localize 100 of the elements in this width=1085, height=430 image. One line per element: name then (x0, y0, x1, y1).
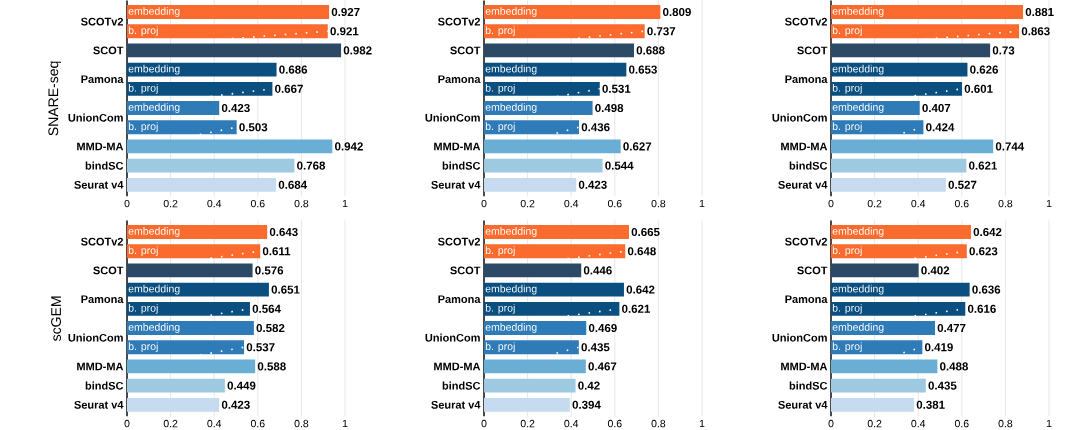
series-label: embedding (485, 7, 537, 17)
text: embedding (128, 103, 180, 113)
x-tick-label: 0.4 (207, 199, 222, 208)
data-label: 0.402 (921, 266, 950, 275)
data-label: 0.621 (969, 161, 998, 170)
data-label: 0.449 (227, 381, 256, 390)
x-tick-label: 0 (481, 199, 487, 208)
x-tick-label: 0.2 (520, 199, 535, 208)
data-label: 0.531 (602, 84, 631, 93)
x-tick-label: 0.6 (607, 419, 622, 428)
data-label: 0.588 (257, 362, 286, 371)
series-label: embedding (128, 227, 180, 237)
text: embedding (485, 284, 537, 295)
y-tick-label: UnionCom (425, 113, 480, 122)
x-tick-label: 0 (828, 199, 834, 208)
x-tick-label: 0.2 (867, 199, 882, 208)
y-tick-label: SCOT (797, 266, 828, 275)
data-label: 0.576 (255, 266, 284, 275)
bar (484, 263, 582, 278)
bar (484, 158, 603, 173)
y-tick-label: Seurat v4 (431, 180, 481, 189)
data-label: 0.809 (663, 7, 691, 17)
data-label: 0.648 (627, 247, 656, 256)
data-label: 0.467 (588, 362, 617, 371)
text: b. proj (485, 303, 515, 314)
y-tick-label: SCOT (450, 266, 481, 275)
data-label: 0.684 (278, 180, 308, 189)
x-tick-label: 0 (124, 199, 130, 208)
y-tick-label: Pamona (81, 295, 124, 304)
data-label: 0.881 (1025, 7, 1054, 17)
data-label: 0.42 (578, 381, 600, 390)
text: embedding (832, 323, 884, 333)
text: embedding (485, 103, 537, 113)
x-tick-label: 1 (342, 199, 348, 208)
x-tick-label: 0.8 (651, 419, 666, 428)
text: b. proj (128, 122, 158, 133)
data-label: 0.737 (647, 27, 676, 36)
data-label: 0.564 (252, 304, 281, 313)
y-tick-label: bindSC (442, 381, 481, 390)
y-tick-label: SCOT (93, 266, 124, 275)
data-label: 0.423 (221, 103, 250, 113)
x-tick-label: 0.2 (520, 419, 535, 428)
y-tick-label: Pamona (438, 295, 481, 304)
text: b. proj (832, 122, 862, 133)
x-tick-label: 0.4 (564, 199, 579, 208)
data-label: 0.623 (969, 247, 998, 256)
x-tick-label: 1 (699, 199, 705, 208)
y-tick-label: bindSC (85, 161, 124, 170)
y-tick-label: Pamona (785, 75, 828, 84)
y-tick-label: Pamona (81, 75, 124, 84)
text: embedding (832, 103, 884, 113)
data-label: 0.642 (973, 227, 1002, 237)
data-label: 0.621 (622, 304, 651, 313)
y-tick-label: MMD-MA (781, 362, 828, 371)
data-label: 0.73 (992, 46, 1015, 55)
x-tick-label: 0.8 (998, 199, 1013, 208)
data-label: 0.611 (262, 247, 291, 256)
data-label: 0.601 (964, 84, 993, 93)
text: b. proj (128, 342, 158, 353)
y-tick-label: Seurat v4 (431, 400, 481, 409)
text: embedding (128, 64, 180, 75)
data-label: 0.477 (937, 323, 966, 333)
data-label: 0.651 (271, 285, 300, 294)
y-axis-title: scGEM (51, 296, 62, 341)
data-label: 0.686 (279, 65, 308, 74)
data-label: 0.423 (221, 400, 250, 409)
series-label: embedding (128, 7, 180, 17)
text: embedding (485, 323, 537, 333)
data-label: 0.942 (335, 142, 363, 151)
data-label: 0.394 (572, 400, 601, 409)
bar (484, 43, 634, 58)
data-label: 0.503 (239, 123, 268, 132)
data-label: 0.488 (940, 362, 968, 371)
bar (831, 263, 919, 278)
data-label: 0.665 (631, 227, 660, 237)
y-tick-label: bindSC (789, 161, 828, 170)
text: embedding (485, 64, 537, 75)
y-tick-label: Seurat v4 (74, 400, 124, 409)
data-label: 0.527 (948, 180, 977, 189)
series-label: b. proj (832, 26, 862, 37)
y-axis-title: SNARE-seq (48, 61, 62, 136)
data-label: 0.435 (581, 343, 610, 352)
bar (831, 378, 926, 393)
series-label: b. proj (485, 26, 515, 37)
y-tick-label: Seurat v4 (74, 180, 124, 189)
data-label: 0.627 (623, 142, 652, 151)
series-label: b. proj (832, 246, 862, 257)
data-label: 0.927 (331, 7, 360, 17)
y-tick-label: MMD-MA (77, 142, 124, 151)
data-label: 0.643 (269, 227, 298, 237)
x-tick-label: 1 (342, 419, 348, 428)
x-tick-label: 0.6 (954, 419, 969, 428)
y-tick-label: UnionCom (772, 113, 827, 122)
data-label: 0.381 (916, 400, 945, 409)
x-tick-label: 0 (124, 419, 130, 428)
x-tick-label: 0.6 (954, 199, 969, 208)
x-tick-label: 0.8 (294, 419, 309, 428)
x-tick-label: 1 (1046, 199, 1052, 208)
data-label: 0.636 (972, 285, 1001, 294)
y-tick-label: MMD-MA (781, 142, 828, 151)
